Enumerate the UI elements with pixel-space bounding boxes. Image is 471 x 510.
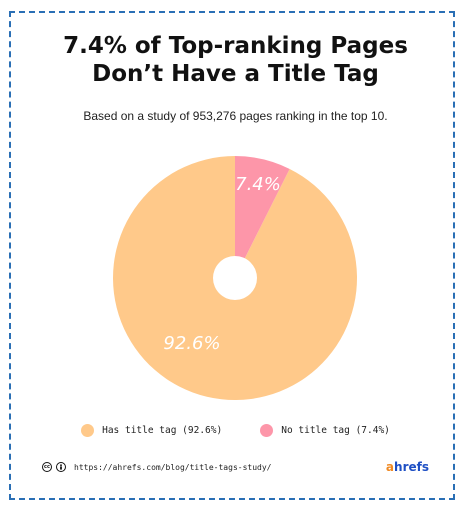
legend-label-no-title-tag: No title tag (7.4%) [281,425,390,436]
title-line-1: 7.4% of Top-ranking Pages [63,33,408,59]
legend-swatch-no-title-tag [260,424,274,437]
legend-item-has-title-tag: Has title tag (92.6%) [81,424,222,437]
slice-no-title-tag [235,156,290,278]
chart-title: 7.4% of Top-ranking Pages Don’t Have a T… [0,32,471,88]
chart-subtitle: Based on a study of 953,276 pages rankin… [83,109,388,123]
ahrefs-logo-accent: a [385,460,395,474]
legend-swatch-has-title-tag [81,424,95,437]
attribution-icon [56,462,66,472]
legend-label-has-title-tag: Has title tag (92.6%) [102,425,223,436]
donut-hole [213,256,257,300]
title-line-2: Don’t Have a Title Tag [92,61,379,87]
source-url-link[interactable]: https://ahrefs.com/blog/title-tags-study… [74,462,272,472]
chart-legend: Has title tag (92.6%) No title tag (7.4%… [0,424,471,437]
creative-commons-icon: cc [42,462,52,472]
ahrefs-logo: ahrefs [386,460,429,474]
footer-source: cc https://ahrefs.com/blog/title-tags-st… [42,462,271,472]
legend-item-no-title-tag: No title tag (7.4%) [260,424,390,437]
data-label-has-title-tag: 92.6% [163,333,220,354]
data-label-no-title-tag: 7.4% [235,174,281,195]
ahrefs-logo-rest: hrefs [394,460,429,474]
